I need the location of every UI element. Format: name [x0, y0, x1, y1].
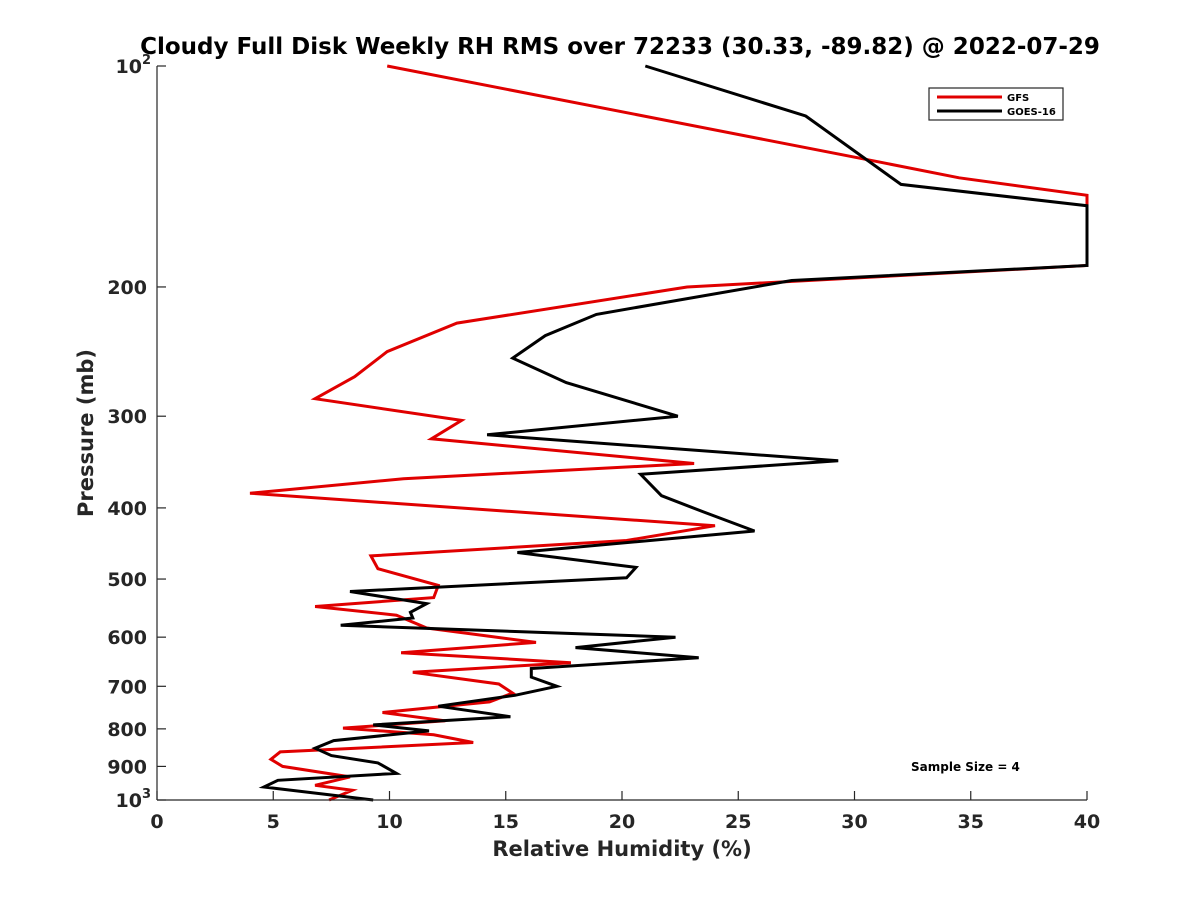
y-tick-label: 300: [107, 406, 147, 428]
y-tick-label: 700: [107, 676, 147, 698]
x-tick-label: 5: [267, 811, 280, 833]
y-axis-label: Pressure (mb): [74, 349, 98, 517]
x-tick-label: 15: [493, 811, 519, 833]
y-tick-label: 102: [116, 53, 152, 78]
y-tick-label: 103: [116, 787, 152, 812]
y-tick-label: 800: [107, 719, 147, 741]
chart-title: Cloudy Full Disk Weekly RH RMS over 7223…: [140, 34, 1100, 60]
axes: 0 5 10 15 20 25 30 35 40 102 200 300 400 500 600 700 80…: [107, 53, 1100, 833]
y-axis-ticks: 102 200 300 400 500 600 700 800 900 103: [107, 53, 166, 812]
y-tick-label: 200: [107, 277, 147, 299]
y-tick-label: 900: [107, 756, 147, 778]
y-tick-label: 400: [107, 498, 147, 520]
x-axis-label: Relative Humidity (%): [492, 837, 751, 861]
series-line-gfs: [249, 64, 1089, 802]
y-tick-label: 500: [107, 569, 147, 591]
x-tick-label: 35: [958, 811, 984, 833]
x-tick-label: 25: [725, 811, 751, 833]
y-tick-label: 600: [107, 627, 147, 649]
x-tick-label: 10: [376, 811, 402, 833]
series-line-goes-16: [258, 64, 1089, 802]
plot-area: [249, 64, 1089, 802]
legend: GFS GOES-16: [928, 87, 1064, 121]
x-tick-label: 30: [841, 811, 867, 833]
x-axis-ticks: 0 5 10 15 20 25 30 35 40: [150, 791, 1100, 833]
legend-label-gfs: GFS: [1007, 93, 1029, 104]
legend-box: [928, 87, 1064, 121]
x-tick-label: 20: [609, 811, 635, 833]
sample-size-annotation: Sample Size = 4: [911, 760, 1020, 774]
legend-label-goes-16: GOES-16: [1007, 107, 1056, 118]
x-tick-label: 0: [150, 811, 163, 833]
x-tick-label: 40: [1074, 811, 1100, 833]
